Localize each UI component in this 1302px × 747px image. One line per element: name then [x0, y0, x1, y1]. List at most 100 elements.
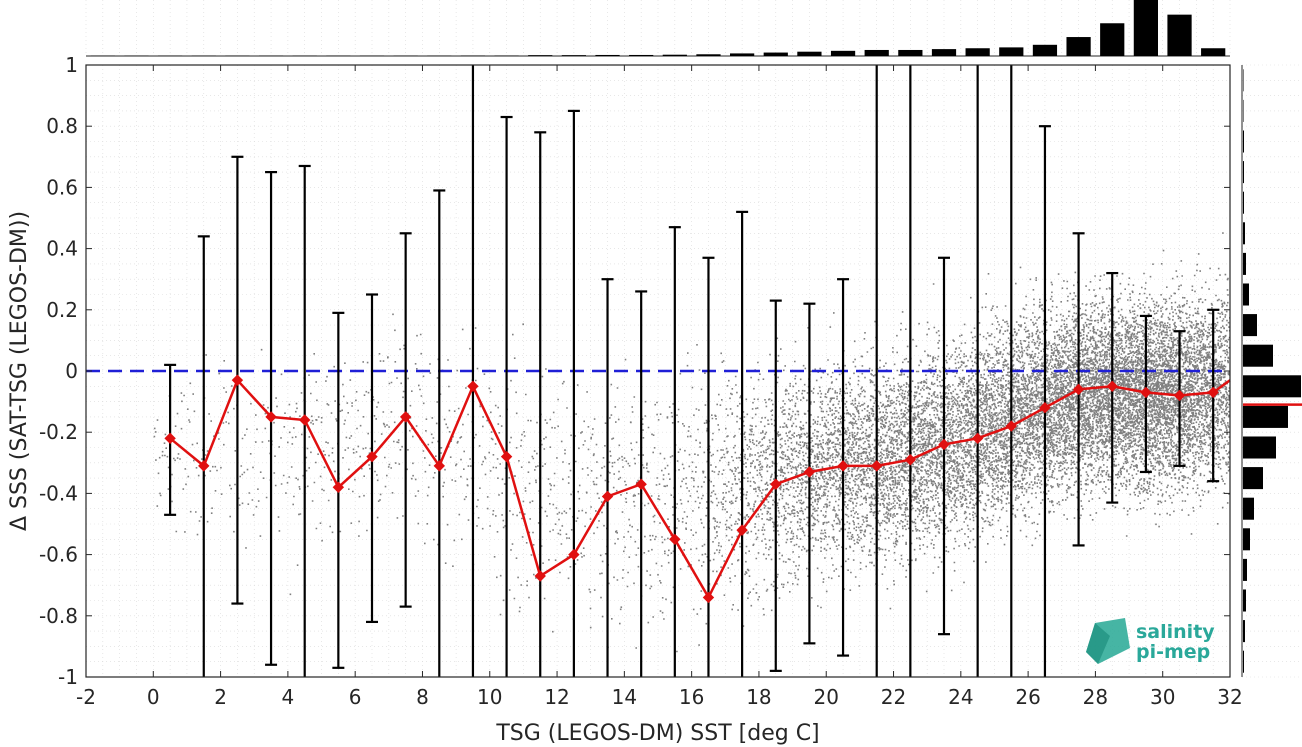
x-tick-label: 6: [349, 685, 362, 709]
top-hist-bar: [494, 55, 519, 56]
right-histogram: [1241, 64, 1302, 678]
x-tick-label: 2: [214, 685, 227, 709]
mean-marker: [1173, 389, 1186, 402]
x-tick-label: 12: [544, 685, 569, 709]
mean-marker: [433, 460, 446, 472]
y-tick-label: -0.6: [39, 543, 78, 567]
mean-marker: [231, 374, 244, 386]
mean-marker: [1072, 383, 1085, 396]
y-tick-label: -1: [58, 665, 78, 689]
logo-line-1: salinity: [1136, 621, 1215, 643]
y-tick-label: 0.4: [46, 237, 78, 261]
mean-marker: [399, 411, 412, 423]
right-hist-bar: [1243, 620, 1245, 643]
right-hist-bar: [1243, 528, 1250, 551]
mean-marker: [198, 460, 210, 472]
mean-marker: [837, 460, 849, 472]
right-hist-bar: [1243, 589, 1246, 612]
mean-marker: [803, 466, 816, 478]
x-tick-label: 10: [477, 685, 502, 709]
right-hist-bar: [1243, 375, 1301, 398]
x-tick-label: 8: [416, 685, 429, 709]
x-tick-label: 26: [1015, 685, 1040, 709]
y-tick-label: -0.4: [39, 481, 78, 505]
mean-marker: [601, 490, 614, 503]
top-hist-bar: [797, 51, 822, 56]
top-hist-bar: [662, 54, 687, 56]
top-hist-bar: [1100, 23, 1125, 57]
mean-marker: [534, 570, 546, 582]
x-axis-label: TSG (LEGOS-DM) SST [deg C]: [495, 721, 819, 746]
top-histogram: [85, 0, 1231, 57]
top-hist-bar: [965, 48, 990, 56]
right-hist-bar: [1243, 252, 1246, 275]
x-tick-label: 28: [1083, 685, 1108, 709]
x-axis-ticks: -2 0 2 4 6 8 10 12 14 16 18 20 22 24 26 28 30 32: [76, 65, 1243, 709]
salinity-pimep-logo: salinity pi-mep: [1086, 618, 1215, 664]
x-tick-label: 30: [1150, 685, 1175, 709]
top-hist-bar: [1066, 37, 1091, 56]
right-hist-bar: [1243, 650, 1244, 673]
mean-marker: [164, 432, 176, 445]
x-tick-label: 18: [746, 685, 771, 709]
x-tick-label: 16: [679, 685, 704, 709]
scatter-cloud: [153, 232, 1230, 657]
x-tick-label: 32: [1217, 685, 1242, 709]
top-hist-bar: [528, 55, 553, 56]
right-hist-bar: [1243, 69, 1244, 92]
mean-marker: [366, 450, 378, 463]
mean-marker: [467, 380, 479, 393]
right-hist-bar: [1243, 405, 1288, 428]
mean-marker: [1207, 386, 1219, 399]
top-hist-bar: [1133, 0, 1158, 56]
right-hist-bar: [1243, 436, 1276, 459]
mean-marker: [904, 454, 917, 466]
mean-marker: [635, 478, 647, 490]
mean-marker: [971, 432, 984, 445]
x-tick-label: 4: [282, 685, 295, 709]
y-tick-label: 0.6: [46, 175, 78, 199]
mean-marker: [568, 548, 580, 561]
right-hist-bar: [1243, 222, 1245, 245]
top-hist-bar: [595, 54, 620, 56]
x-tick-label: -2: [76, 685, 96, 709]
right-hist-bar: [1243, 191, 1244, 214]
y-tick-label: 0: [65, 359, 78, 383]
right-hist-bar: [1243, 99, 1244, 122]
mean-marker: [870, 460, 883, 472]
mean-marker: [500, 450, 513, 463]
x-tick-label: 22: [881, 685, 906, 709]
top-hist-bar: [763, 52, 788, 56]
top-hist-bar: [629, 54, 654, 56]
mean-marker: [938, 438, 950, 451]
right-hist-bar: [1243, 558, 1247, 581]
top-hist-bar: [460, 55, 486, 56]
top-hist-bar: [931, 49, 957, 56]
top-hist-bar: [1167, 14, 1192, 57]
right-hist-bar: [1243, 467, 1263, 490]
x-tick-label: 20: [814, 685, 839, 709]
logo-line-2: pi-mep: [1136, 641, 1210, 663]
right-hist-bar: [1243, 314, 1257, 337]
x-tick-label: 24: [948, 685, 973, 709]
x-tick-label: 14: [612, 685, 637, 709]
mean-marker: [1140, 386, 1152, 399]
mean-marker: [332, 481, 345, 493]
mean-marker: [298, 414, 311, 426]
top-hist-bar: [864, 49, 889, 56]
right-hist-bar: [1243, 130, 1244, 153]
y-tick-label: 0.2: [46, 298, 78, 322]
y-axis-ticks: -1 -0.8 -0.6 -0.4 -0.2 0 0.2 0.4 0.6 0.8 1: [39, 53, 1230, 689]
top-hist-bar: [696, 54, 721, 56]
mean-marker: [1039, 402, 1051, 414]
y-axis-label: Δ SSS (SAT-TSG (LEGOS-DM)): [7, 211, 32, 531]
top-hist-bar: [999, 47, 1024, 56]
right-hist-bar: [1243, 344, 1273, 367]
mean-marker: [1106, 380, 1118, 393]
top-hist-bar: [1201, 48, 1226, 56]
scatter-points: [153, 232, 1230, 657]
top-hist-bar: [830, 50, 856, 56]
mean-marker: [1005, 420, 1018, 432]
y-tick-label: 1: [65, 53, 78, 77]
